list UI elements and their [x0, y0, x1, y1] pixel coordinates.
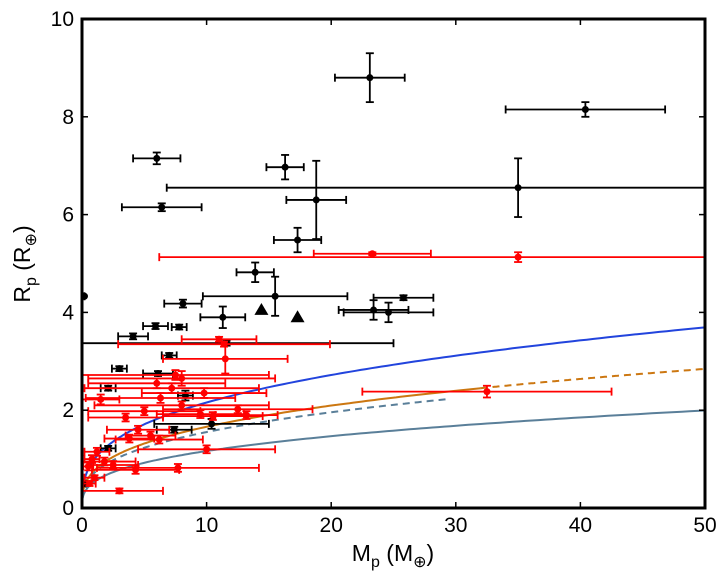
orange-curve: [82, 387, 481, 499]
black-series: [82, 52, 705, 488]
black-point: [312, 196, 320, 204]
x-tick-label: 10: [195, 514, 218, 537]
black-point: [399, 294, 407, 302]
red-point: [171, 371, 179, 379]
red-point: [122, 414, 130, 422]
black-point: [152, 322, 160, 330]
black-point: [581, 105, 589, 113]
black-point: [179, 300, 187, 308]
black-point: [153, 154, 161, 162]
x-tick-label: 0: [76, 514, 88, 537]
red-point: [178, 401, 186, 409]
red-point: [84, 462, 92, 470]
red-point: [140, 407, 148, 415]
red-point: [483, 388, 491, 396]
y-tick-label: 10: [51, 8, 74, 31]
x-tick-label: 30: [444, 514, 467, 537]
black-point: [514, 184, 522, 192]
black-point: [175, 323, 183, 331]
y-axis-label: Rp (R⊕): [9, 225, 40, 302]
red-point: [178, 374, 186, 382]
red-point: [200, 389, 208, 397]
black-triangles-triangle-point: [290, 310, 305, 323]
red-point: [155, 436, 163, 444]
y-tick-label: 6: [62, 204, 74, 227]
data-series: [82, 52, 705, 495]
black-point: [165, 351, 173, 359]
black-point: [129, 332, 137, 340]
black-point: [154, 370, 162, 378]
black-point: [281, 163, 289, 171]
plot-frame: [80, 17, 707, 510]
black-point: [271, 292, 279, 300]
red-point: [97, 395, 105, 403]
black-point: [158, 203, 166, 211]
red-point: [153, 379, 161, 387]
red-series: [82, 249, 705, 495]
x-tick-label: 20: [320, 514, 343, 537]
x-axis-label: Mp (M⊕): [352, 540, 434, 571]
red-point: [132, 466, 140, 474]
red-point: [168, 384, 176, 392]
black-triangles-triangle-point: [254, 302, 269, 315]
black-point: [170, 426, 178, 434]
y-tick-label: 0: [62, 497, 74, 520]
red-point: [234, 405, 242, 413]
red-point: [156, 394, 164, 402]
red-point: [93, 448, 101, 456]
axis-ticks: 0 10 20 30 40 50 0 2 4 6 8 10: [51, 8, 717, 537]
red-point: [368, 250, 376, 258]
y-tick-label: 2: [62, 399, 74, 422]
black-point: [208, 420, 216, 428]
black-point: [104, 444, 112, 452]
red-point: [147, 432, 155, 440]
red-point: [125, 435, 133, 443]
y-tick-label: 8: [62, 106, 74, 129]
red-point: [115, 487, 123, 495]
y-tick-label: 4: [62, 301, 74, 324]
black-point: [366, 74, 374, 82]
black-point: [219, 313, 227, 321]
red-point: [221, 355, 229, 363]
red-point: [242, 411, 250, 419]
x-tick-label: 50: [693, 514, 716, 537]
red-point: [85, 480, 93, 488]
x-tick-label: 40: [569, 514, 592, 537]
red-point: [203, 445, 211, 453]
black-triangles-series: [254, 302, 305, 323]
red-point: [100, 458, 108, 466]
red-point: [90, 474, 98, 482]
black-point: [251, 268, 259, 276]
red-point: [514, 253, 522, 261]
red-point: [109, 461, 117, 469]
red-point: [134, 426, 142, 434]
orange-dashed-curve: [480, 367, 705, 390]
black-point: [385, 308, 393, 316]
black-point: [115, 365, 123, 373]
black-point: [294, 236, 302, 244]
